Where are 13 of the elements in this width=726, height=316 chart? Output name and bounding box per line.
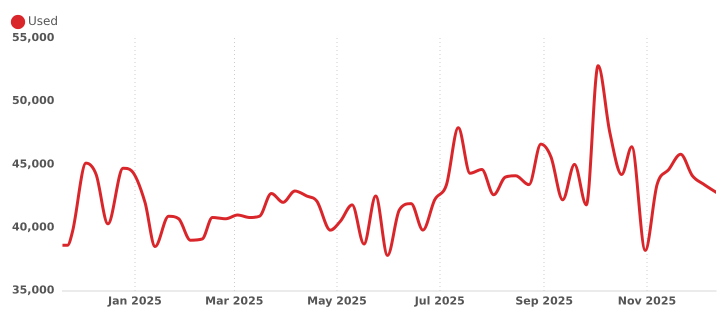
x-tick-label: May 2025 [307, 294, 367, 308]
x-tick-label: Mar 2025 [205, 294, 264, 308]
line-series [62, 64, 716, 257]
y-tick-label: 35,000 [12, 284, 55, 297]
x-tick-label: Nov 2025 [618, 294, 676, 308]
legend-label: Used [28, 14, 58, 28]
x-tick-label: Jul 2025 [414, 294, 465, 308]
y-tick-label: 50,000 [12, 94, 55, 108]
x-tick-label: Sep 2025 [515, 294, 574, 308]
y-tick-label: 40,000 [12, 220, 55, 234]
y-tick-label: 55,000 [12, 30, 55, 44]
y-tick-label: 45,000 [12, 157, 55, 170]
x-tick-label: Jan 2025 [106, 294, 162, 308]
